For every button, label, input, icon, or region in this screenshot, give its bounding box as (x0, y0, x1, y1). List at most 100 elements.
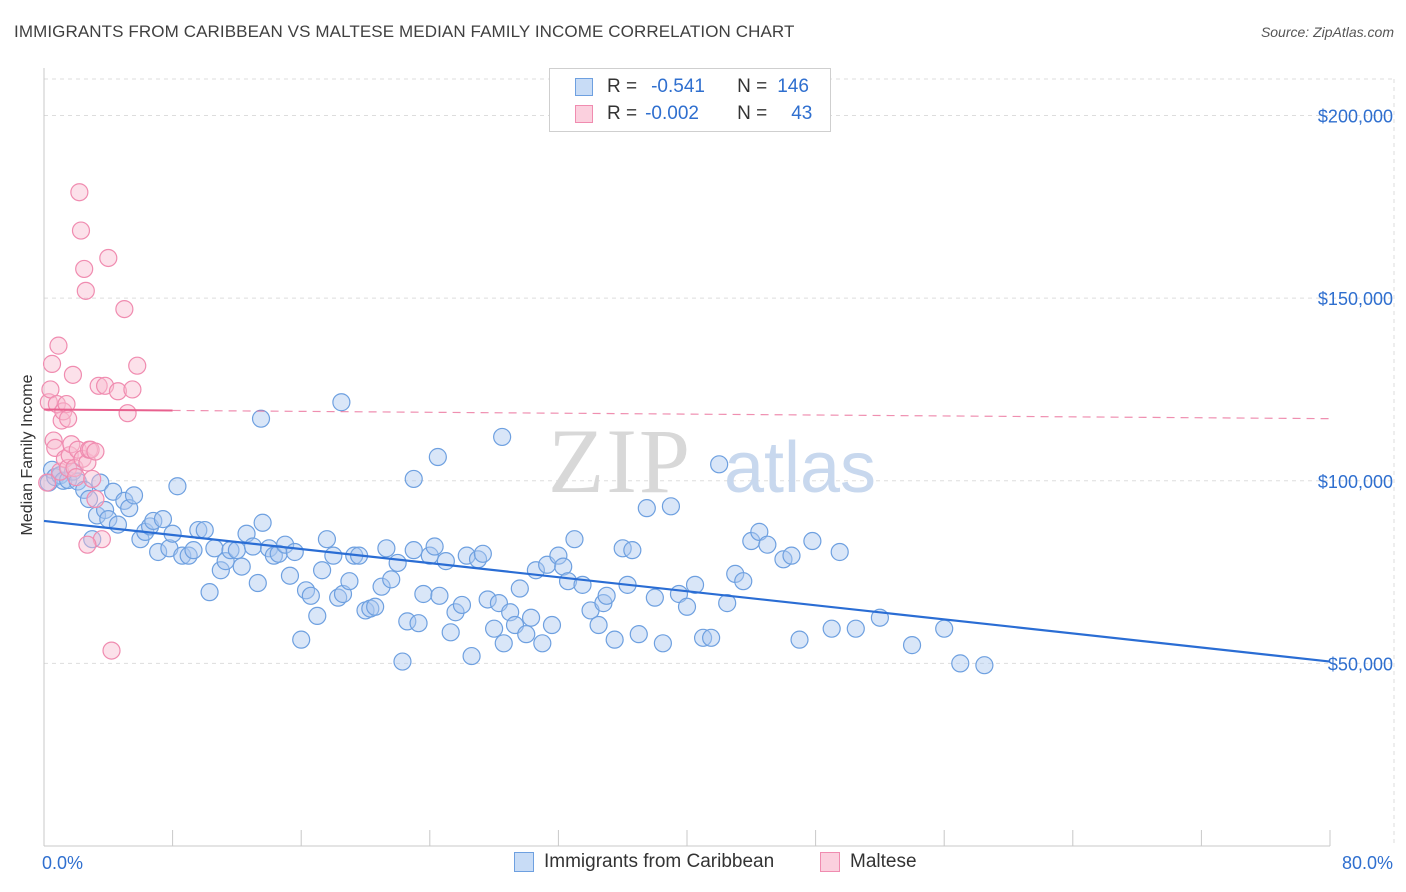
point-caribbean (216, 552, 235, 571)
point-caribbean (296, 581, 316, 600)
point-caribbean (124, 486, 144, 505)
y-tick-label: $150,000 (1318, 289, 1393, 309)
point-caribbean (803, 531, 822, 551)
point-caribbean (549, 546, 568, 565)
bottom-legend-maltese[interactable]: Maltese (820, 851, 917, 873)
point-caribbean (200, 583, 219, 602)
point-caribbean (372, 577, 391, 596)
bottom-legend-label-caribbean: Immigrants from Caribbean (544, 851, 775, 872)
point-caribbean (975, 656, 994, 675)
bottom-legend-label-maltese: Maltese (850, 851, 917, 872)
legend-n-value: 43 (791, 103, 813, 124)
point-maltese (89, 376, 108, 395)
legend-row-maltese: R = -0.002 N = 43 (575, 103, 812, 125)
point-maltese (57, 394, 76, 414)
point-caribbean (758, 535, 777, 554)
point-caribbean (184, 541, 203, 560)
point-caribbean (285, 542, 304, 562)
legend-n-value: 146 (777, 76, 809, 97)
point-maltese (49, 336, 68, 355)
point-caribbean (790, 630, 809, 649)
point-caribbean (510, 579, 529, 598)
legend-row-caribbean: R = -0.541 N = 146 (575, 76, 809, 98)
point-caribbean (382, 570, 401, 589)
point-caribbean (653, 634, 672, 653)
legend-r-value: -0.541 (651, 76, 705, 97)
point-caribbean (462, 646, 481, 666)
point-maltese (123, 380, 142, 399)
axes (43, 68, 1331, 847)
point-caribbean (902, 636, 922, 655)
point-caribbean (251, 409, 271, 428)
point-maltese (67, 468, 86, 487)
watermark-atlas: atlas (724, 428, 876, 508)
y-tick-label: $50,000 (1328, 654, 1393, 674)
point-maltese (42, 354, 62, 373)
point-caribbean (276, 535, 295, 554)
point-caribbean (734, 572, 753, 591)
point-caribbean (629, 625, 648, 644)
point-maltese (83, 469, 102, 489)
point-maltese (128, 356, 147, 375)
point-maltese (75, 259, 94, 279)
point-caribbean (398, 612, 417, 631)
point-caribbean (846, 619, 865, 638)
point-caribbean (436, 552, 455, 571)
point-caribbean (79, 489, 99, 509)
point-caribbean (485, 619, 504, 638)
point-caribbean (195, 520, 214, 540)
point-caribbean (388, 553, 407, 573)
point-maltese (52, 411, 71, 430)
point-caribbean (623, 541, 642, 560)
point-caribbean (301, 586, 320, 605)
chart-title: IMMIGRANTS FROM CARIBBEAN VS MALTESE MED… (14, 22, 795, 41)
point-caribbean (428, 447, 447, 467)
trend-line-maltese-solid (43, 408, 173, 412)
series-maltese-points (38, 183, 147, 660)
point-caribbean (430, 586, 449, 605)
point-caribbean (253, 513, 272, 532)
point-caribbean (414, 584, 433, 604)
point-maltese (44, 431, 63, 450)
point-caribbean (312, 561, 332, 580)
point-caribbean (710, 455, 729, 474)
legend-swatch-maltese (575, 105, 593, 123)
point-maltese (47, 394, 66, 414)
point-caribbean (153, 510, 173, 529)
source-note: Source: ZipAtlas.com (1260, 24, 1394, 40)
point-caribbean (248, 573, 267, 593)
point-maltese (78, 535, 97, 554)
point-caribbean (605, 630, 624, 649)
point-maltese (86, 489, 105, 509)
point-caribbean (493, 427, 512, 447)
point-caribbean (589, 615, 608, 635)
point-caribbean (149, 542, 168, 562)
point-caribbean (554, 557, 573, 576)
point-caribbean (702, 628, 721, 647)
trend-lines (43, 408, 1331, 663)
point-caribbean (452, 595, 472, 615)
y-tick-label: $200,000 (1318, 107, 1393, 127)
trend-line-caribbean (43, 519, 1331, 663)
point-maltese (70, 183, 89, 202)
point-caribbean (830, 542, 849, 562)
point-caribbean (425, 537, 444, 556)
point-caribbean (565, 530, 584, 549)
point-caribbean (441, 623, 460, 642)
point-caribbean (366, 597, 385, 616)
bottom-legend-swatch-caribbean (514, 852, 534, 872)
x-tick-label-min: 0.0% (42, 853, 83, 873)
point-caribbean (317, 530, 337, 549)
point-caribbean (232, 557, 251, 576)
point-caribbean (332, 393, 351, 412)
point-caribbean (179, 546, 198, 565)
point-maltese (38, 473, 57, 492)
point-maltese (76, 281, 95, 300)
point-caribbean (409, 614, 428, 633)
point-caribbean (292, 630, 311, 649)
point-caribbean (457, 546, 476, 565)
point-caribbean (168, 477, 187, 496)
bottom-legend-caribbean[interactable]: Immigrants from Caribbean (514, 851, 774, 873)
point-caribbean (661, 497, 681, 516)
